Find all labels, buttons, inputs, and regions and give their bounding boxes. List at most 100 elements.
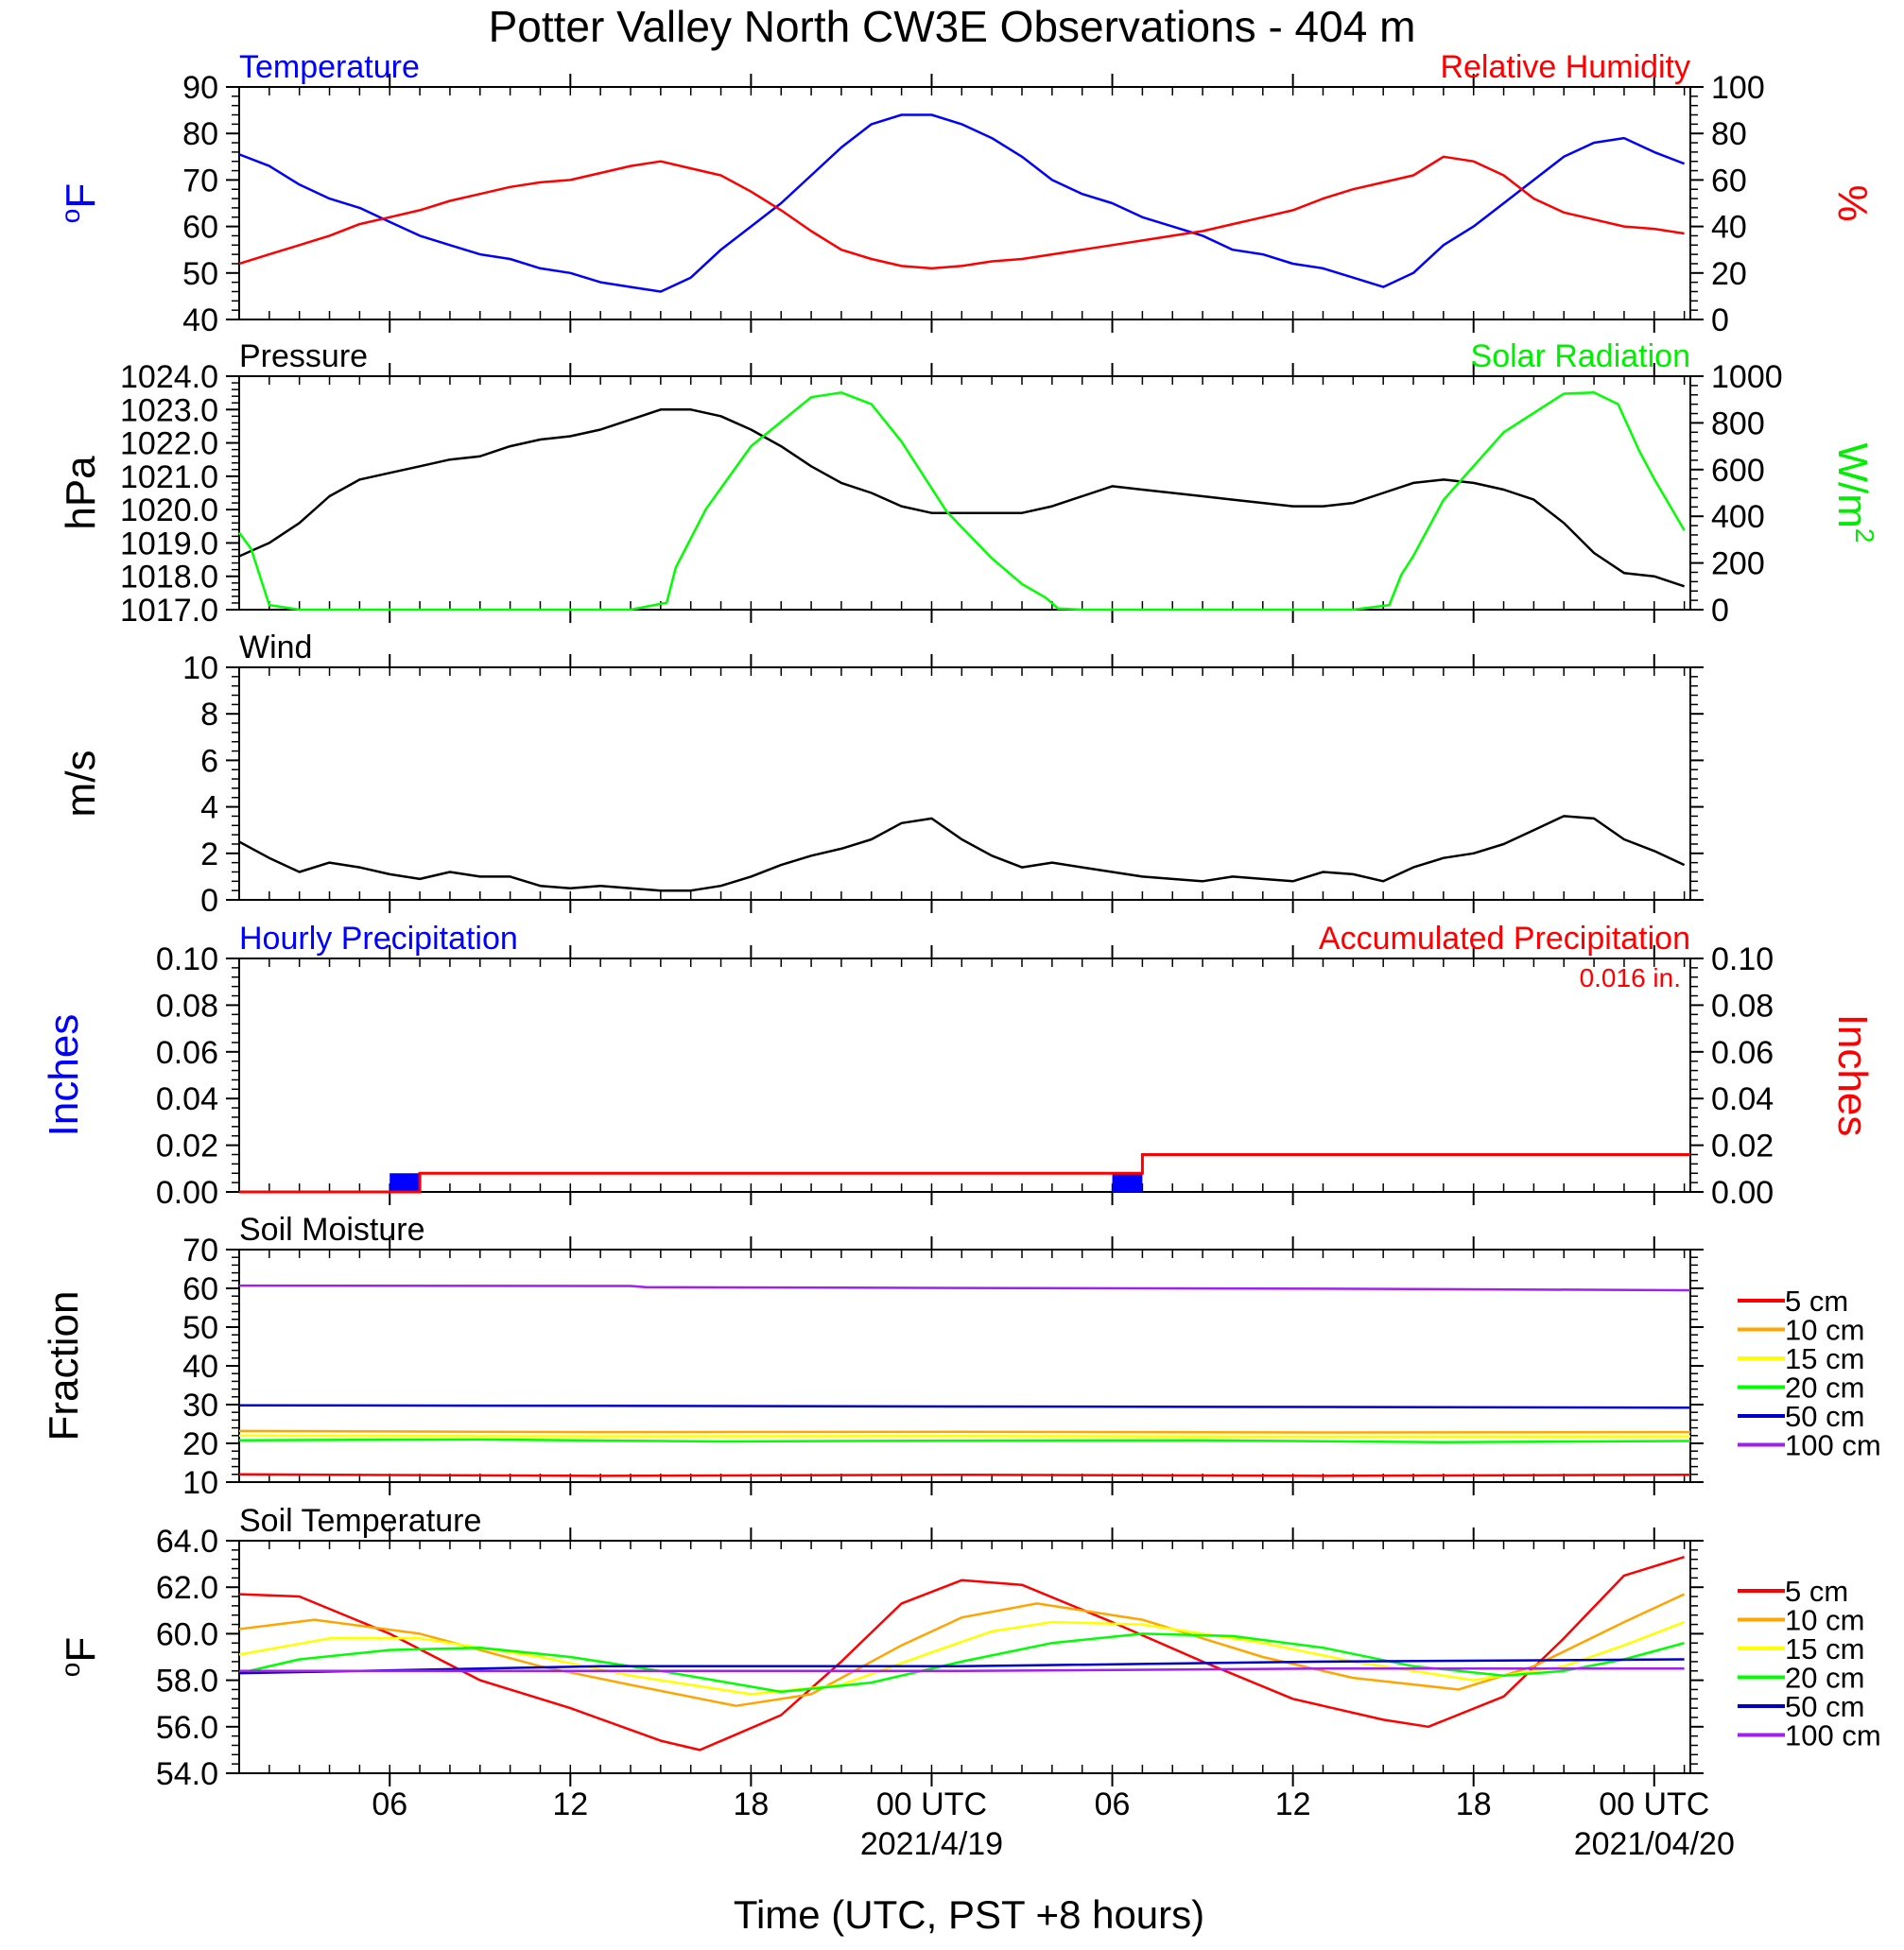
x-tick-date: 2021/4/19 xyxy=(860,1826,1003,1862)
series-line-50-cm xyxy=(238,1404,1691,1409)
y-left-tick-label: 6 xyxy=(200,743,218,779)
y-right-tick-label: 0.00 xyxy=(1711,1175,1774,1211)
precip-bar xyxy=(389,1173,421,1192)
y-right-tick-label: 0.02 xyxy=(1711,1129,1774,1165)
series-line-50-cm xyxy=(238,1658,1685,1675)
y-left-tick-label: 54.0 xyxy=(156,1756,218,1792)
panel-wind: 10 8 6 4 2 0 Wind m/s xyxy=(58,630,1704,919)
series-line-20-cm xyxy=(238,1632,1685,1694)
series-line-15-cm xyxy=(238,1620,1686,1696)
y-left-tick-label: 60 xyxy=(182,210,218,246)
y-left-tick-label: 20 xyxy=(182,1426,218,1462)
panel-soil_temp: 64.0 62.0 60.0 58.0 56.0 54.0 Soil Temperature… xyxy=(56,1503,1881,1792)
x-tick-label: 12 xyxy=(1275,1786,1311,1822)
x-tick-label: 00 UTC xyxy=(1599,1786,1709,1822)
legend-label: 15 cm xyxy=(1785,1342,1864,1375)
panel-title-left: Hourly Precipitation xyxy=(239,921,518,957)
y-left-tick-label: 80 xyxy=(182,116,218,152)
legend-label: 100 cm xyxy=(1785,1719,1881,1752)
y-left-tick-label: 58.0 xyxy=(156,1664,218,1700)
unit-letter: F xyxy=(58,1637,104,1663)
series-line-temperature xyxy=(238,113,1686,293)
unit-letter: F xyxy=(58,183,104,209)
series-line-solar-radiation xyxy=(237,391,1686,612)
y-left-tick-label: 56.0 xyxy=(156,1710,218,1746)
y-axis-label-left: oF xyxy=(56,183,104,223)
y-right-tick-label: 1000 xyxy=(1711,359,1783,395)
y-left-tick-label: 0.00 xyxy=(156,1175,218,1211)
y-axis-label-right: % xyxy=(1829,184,1876,221)
y-left-tick-label: 1023.0 xyxy=(120,392,218,428)
plot-frame xyxy=(238,1540,1691,1774)
y-left-tick-label: 60 xyxy=(182,1271,218,1307)
y-right-tick-label: 0.08 xyxy=(1711,988,1774,1024)
series-line-10-cm xyxy=(238,1593,1686,1707)
legend-label: 10 cm xyxy=(1785,1604,1864,1637)
y-left-tick-label: 8 xyxy=(200,697,218,733)
y-axis-label-left: m/s xyxy=(58,751,104,818)
y-right-tick-label: 600 xyxy=(1711,453,1765,489)
x-tick-label: 00 UTC xyxy=(876,1786,987,1822)
x-tick-label: 06 xyxy=(1095,1786,1131,1822)
y-right-tick-label: 0.04 xyxy=(1711,1081,1774,1117)
x-tick-label: 12 xyxy=(552,1786,588,1822)
x-tick-date: 2021/04/20 xyxy=(1574,1826,1735,1862)
y-left-tick-label: 10 xyxy=(182,1465,218,1501)
y-axis-label-left: Fraction xyxy=(41,1291,87,1441)
figure-title: Potter Valley North CW3E Observations - … xyxy=(489,2,1416,51)
accumulated-precip-line xyxy=(239,1153,1690,1194)
y-left-tick-label: 1024.0 xyxy=(120,359,218,395)
plot-frame xyxy=(238,666,1691,901)
panel-title-left: Soil Temperature xyxy=(239,1503,481,1539)
accumulated-total-label: 0.016 in. xyxy=(1580,963,1681,992)
y-left-tick-label: 10 xyxy=(182,650,218,686)
y-right-tick-label: 400 xyxy=(1711,499,1765,535)
panel-temp_rh: 90 80 70 60 50 40 100 80 60 40 20 0 Temperature Relat… xyxy=(56,49,1876,338)
y-left-tick-label: 1019.0 xyxy=(120,526,218,561)
y-axis-label-left: Inches xyxy=(41,1014,87,1137)
legend-label: 20 cm xyxy=(1785,1662,1864,1695)
panel-title-right: Solar Radiation xyxy=(1471,338,1690,374)
series-line-relative-humidity xyxy=(238,155,1685,270)
y-left-tick-label: 0.02 xyxy=(156,1129,218,1165)
x-tick-label: 06 xyxy=(372,1786,407,1822)
legend-label: 50 cm xyxy=(1785,1400,1864,1433)
plot-frame xyxy=(238,86,1691,320)
panel-precip: 0.10 0.08 0.06 0.04 0.02 0.00 0.10 0.08 0.06 0.04… xyxy=(41,921,1876,1211)
y-axis-label-right: W/m2 xyxy=(1829,443,1879,544)
y-left-tick-label: 4 xyxy=(200,790,218,826)
y-left-tick-label: 62.0 xyxy=(156,1570,218,1606)
y-left-tick-label: 0.10 xyxy=(156,941,218,977)
y-right-tick-label: 0.06 xyxy=(1711,1035,1774,1071)
series-line-100-cm xyxy=(239,1667,1685,1673)
legend-label: 100 cm xyxy=(1785,1429,1881,1462)
panel-title-left: Pressure xyxy=(239,338,368,374)
legend-label: 10 cm xyxy=(1785,1314,1864,1347)
y-left-tick-label: 1022.0 xyxy=(120,426,218,462)
panel-pres_solar: 1024.01023.01022.01021.01020.01019.01018… xyxy=(58,338,1879,629)
y-right-tick-label: 800 xyxy=(1711,406,1765,441)
y-left-tick-label: 50 xyxy=(182,1310,218,1346)
series-line-10-cm xyxy=(238,1429,1691,1434)
series-line-5-cm xyxy=(238,1556,1685,1752)
y-left-tick-label: 1017.0 xyxy=(120,593,218,629)
y-left-tick-label: 70 xyxy=(182,163,218,198)
y-left-tick-label: 2 xyxy=(200,837,218,872)
series-line-5-cm xyxy=(238,1473,1691,1477)
y-left-tick-label: 0.06 xyxy=(156,1035,218,1071)
y-right-tick-label: 60 xyxy=(1711,163,1747,198)
series-line-20-cm xyxy=(238,1438,1691,1444)
degree-symbol: o xyxy=(56,1663,85,1678)
panel-title-left: Soil Moisture xyxy=(239,1212,425,1248)
plot-frame xyxy=(238,1249,1691,1483)
panel-title-right: Relative Humidity xyxy=(1440,49,1690,85)
panel-title-left: Temperature xyxy=(239,49,420,85)
y-left-tick-label: 40 xyxy=(182,302,218,338)
series-line-15-cm xyxy=(238,1434,1691,1439)
series-line-100-cm xyxy=(238,1284,1691,1292)
x-axis-label: Time (UTC, PST +8 hours) xyxy=(734,1892,1204,1937)
y-left-tick-label: 64.0 xyxy=(156,1524,218,1560)
y-axis-label-left: hPa xyxy=(58,456,104,530)
